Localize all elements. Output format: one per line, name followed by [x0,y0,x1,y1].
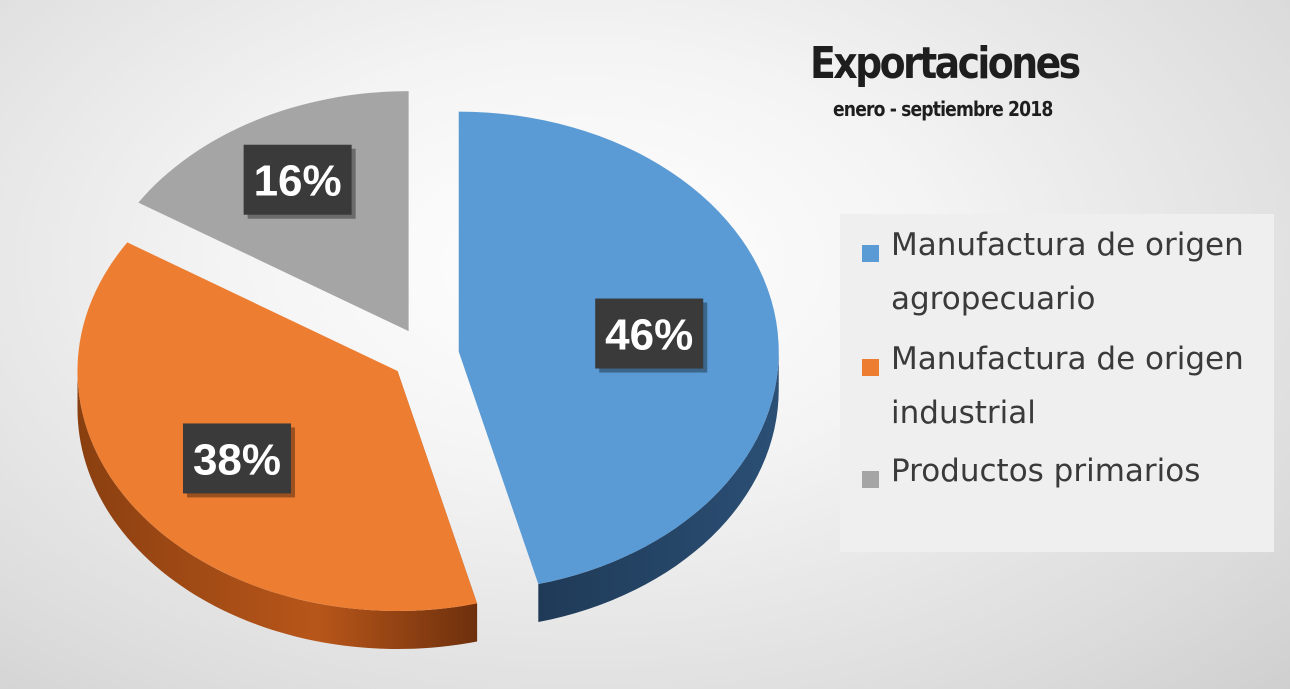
pie-slice-side-agropecuario [538,351,779,623]
data-label-agropecuario: 46% [595,298,708,373]
legend-swatch-agropecuario [862,245,879,262]
legend-label-industrial: Manufactura de origen industrial [891,341,1244,431]
data-label-text-industrial: 38% [193,435,281,484]
chart-legend: Manufactura de origen agropecuario Manuf… [840,214,1274,552]
data-label-box-primarios [243,144,352,215]
chart-subtitle: enero - septiembre 2018 [833,97,1053,121]
data-label-primarios: 16% [243,144,356,219]
legend-label-agropecuario: Manufactura de origen agropecuario [891,227,1244,317]
legend-item-agropecuario: Manufactura de origen agropecuario [862,218,1271,326]
chart-title: Exportaciones [810,38,1081,89]
legend-item-primarios: Productos primarios [862,444,1271,498]
data-label-industrial: 38% [182,423,295,498]
data-label-text-primarios: 16% [254,157,342,206]
data-label-text-agropecuario: 46% [605,311,693,360]
legend-item-industrial: Manufactura de origen industrial [862,332,1271,440]
data-label-box-agropecuario [595,298,704,369]
data-label-box-industrial [182,423,291,494]
legend-swatch-industrial [862,359,879,376]
pie-slice-side-industrial [77,370,478,649]
legend-label-primarios: Productos primarios [891,453,1201,489]
legend-swatch-primarios [862,471,879,488]
